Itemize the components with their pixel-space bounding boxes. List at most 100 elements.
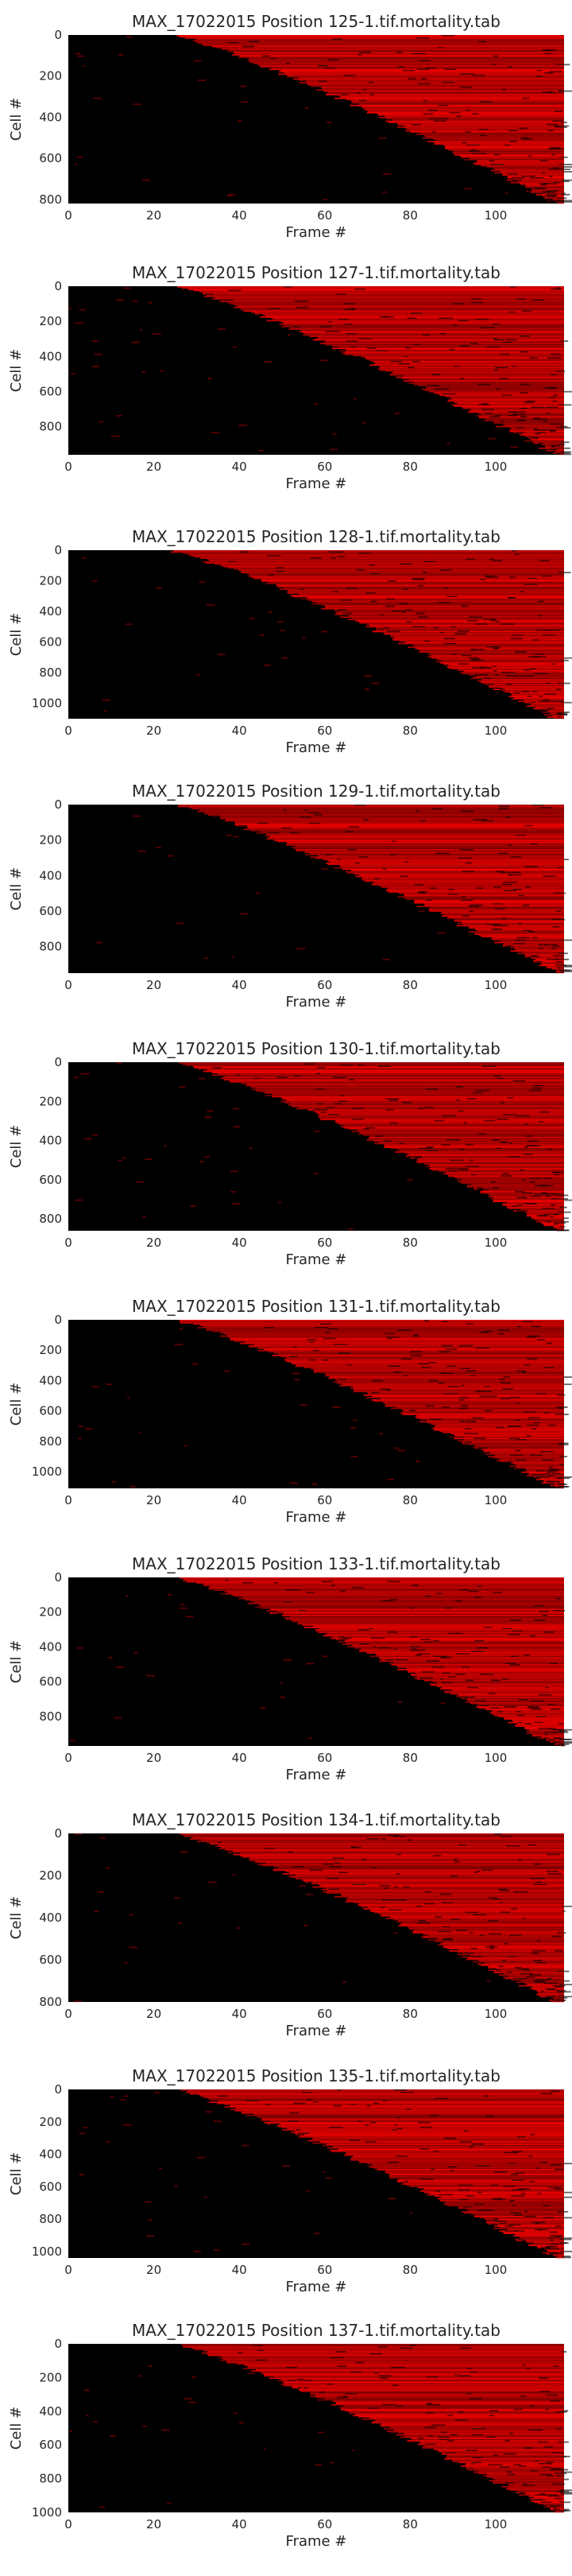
heatmap-gap xyxy=(426,2403,440,2406)
heatmap-row xyxy=(504,943,564,945)
heatmap-speckle xyxy=(303,1925,308,1926)
heatmap-gap xyxy=(549,2231,558,2233)
heatmap-row xyxy=(318,1116,564,1118)
heatmap-row xyxy=(375,362,564,364)
heatmap-gap xyxy=(484,1119,496,1122)
heatmap-row xyxy=(346,1642,564,1644)
heatmap-gap xyxy=(484,1386,490,1388)
heatmap-gap xyxy=(513,2214,523,2217)
heatmap-row xyxy=(311,85,564,87)
heatmap-row xyxy=(192,1837,564,1839)
heatmap-row xyxy=(517,1723,564,1725)
heatmap-row xyxy=(504,425,564,426)
heatmap-row xyxy=(307,84,564,86)
heatmap-row xyxy=(446,665,564,668)
heatmap-gap xyxy=(490,1181,497,1183)
heatmap-row xyxy=(188,807,564,809)
heatmap-row xyxy=(255,1606,564,1608)
heatmap-row xyxy=(472,1961,564,1963)
heatmap-row xyxy=(419,2442,564,2444)
heatmap-row xyxy=(282,1098,564,1100)
heatmap-gap xyxy=(424,1903,435,1905)
heatmap-gap xyxy=(561,2351,567,2353)
heatmap-speckle xyxy=(409,2212,413,2214)
heatmap-gap xyxy=(538,700,551,703)
heatmap-speckle xyxy=(99,1837,106,1839)
heatmap-gap xyxy=(510,1454,524,1457)
heatmap-row xyxy=(527,1984,564,1986)
heatmap-gap xyxy=(317,1103,323,1105)
heatmap-row xyxy=(504,2233,564,2235)
heatmap-row xyxy=(511,698,564,700)
heatmap-cells xyxy=(69,1577,572,1747)
heatmap-gap xyxy=(557,967,562,969)
heatmap-gap xyxy=(227,42,239,44)
heatmap-row xyxy=(520,1208,564,1211)
heatmap-speckle xyxy=(226,834,233,836)
heatmap-speckle xyxy=(83,2126,88,2128)
heatmap-gap xyxy=(516,2172,525,2174)
y-tick-label: 200 xyxy=(39,1868,62,1883)
y-tick-label: 400 xyxy=(39,1373,62,1387)
heatmap-row xyxy=(361,1905,564,1907)
heatmap-gap xyxy=(323,1337,336,1340)
heatmap-row xyxy=(532,441,564,444)
heatmap-row xyxy=(483,1451,564,1453)
heatmap-speckle xyxy=(407,1178,413,1181)
heatmap-gap xyxy=(522,97,530,99)
heatmap-row xyxy=(180,2089,565,2091)
heatmap-row xyxy=(546,965,564,968)
heatmap-row xyxy=(253,577,564,580)
heatmap-row xyxy=(442,915,564,918)
heatmap-gap xyxy=(439,317,454,320)
heatmap-gap xyxy=(541,1208,555,1210)
heatmap-speckle xyxy=(259,634,265,636)
heatmap-row xyxy=(511,1719,564,1721)
heatmap-row xyxy=(396,1921,564,1923)
heatmap-row xyxy=(280,2383,564,2385)
heatmap-row xyxy=(395,1406,564,1408)
heatmap-gap xyxy=(397,1329,412,1331)
heatmap-row xyxy=(424,904,564,906)
heatmap-row xyxy=(278,1353,564,1356)
heatmap-row xyxy=(441,911,564,914)
heatmap-speckle xyxy=(394,413,400,414)
heatmap-row xyxy=(178,805,564,806)
heatmap-row xyxy=(199,2094,565,2096)
heatmap-speckle xyxy=(230,1170,238,1173)
heatmap-speckle xyxy=(504,192,508,195)
heatmap-gap xyxy=(357,2120,363,2123)
heatmap-row xyxy=(272,1096,564,1098)
heatmap-gap xyxy=(524,1123,528,1126)
heatmap-speckle xyxy=(204,957,208,960)
heatmap-row xyxy=(298,2136,564,2138)
heatmap-row xyxy=(335,2403,564,2405)
heatmap-row xyxy=(384,1402,564,1405)
heatmap-row xyxy=(431,657,564,659)
heatmap-gap xyxy=(450,1876,458,1877)
heatmap-gap xyxy=(561,701,572,704)
heatmap-row xyxy=(269,836,564,838)
heatmap-row xyxy=(311,600,564,603)
heatmap-row xyxy=(247,827,564,829)
heatmap-row xyxy=(553,1225,564,1228)
heatmap-row xyxy=(493,1972,564,1973)
heatmap-speckle xyxy=(327,122,332,123)
heatmap-row xyxy=(261,1604,564,1607)
heatmap-row xyxy=(193,289,564,292)
heatmap-gap xyxy=(409,1649,421,1651)
heatmap-gap xyxy=(426,1146,435,1148)
heatmap-gap xyxy=(513,1891,528,1893)
heatmap-row xyxy=(220,301,564,302)
heatmap-gap xyxy=(558,969,570,972)
heatmap-speckle xyxy=(187,2401,196,2403)
heatmap-row xyxy=(241,2111,564,2113)
heatmap-gap xyxy=(562,1217,569,1220)
heatmap-speckle xyxy=(137,850,146,852)
heatmap-row xyxy=(372,1395,564,1398)
heatmap-row xyxy=(211,1074,564,1076)
heatmap-gap xyxy=(497,1119,508,1120)
heatmap-gap xyxy=(310,557,322,559)
heatmap-speckle xyxy=(77,55,85,57)
